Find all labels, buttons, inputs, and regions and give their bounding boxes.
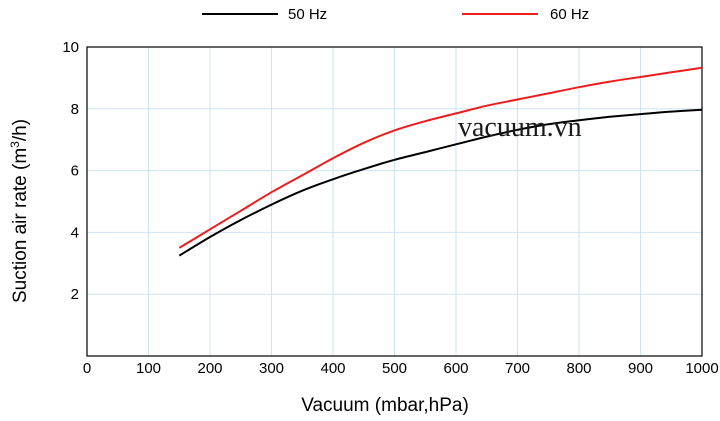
series-layer [178,66,703,257]
x-tick-label: 0 [83,360,91,377]
x-tick-label: 400 [320,360,345,377]
x-tick-label: 1000 [685,360,718,377]
grid [87,47,702,356]
series-line-1 [178,66,703,249]
x-tick-label: 900 [628,360,653,377]
x-tick-label: 500 [382,360,407,377]
y-tick-label: 2 [71,286,79,303]
y-tick-label: 4 [71,224,79,241]
legend-label-50hz: 50 Hz [288,6,327,23]
x-tick-label: 700 [505,360,530,377]
watermark-text: vacuum.vn [458,112,582,143]
y-axis-title-sup: 3 [8,141,22,148]
y-tick-label: 6 [71,163,79,180]
y-tick-labels: 2 4 6 8 10 [62,39,79,303]
x-tick-label: 800 [566,360,591,377]
x-tick-label: 200 [197,360,222,377]
y-tick-label: 8 [71,101,79,118]
legend-label-60hz: 60 Hz [550,6,589,23]
y-axis-title: Suction air rate (m3/h) [8,119,31,303]
x-tick-label: 100 [136,360,161,377]
y-tick-label: 10 [62,39,79,56]
series-line-0 [178,108,703,257]
y-axis-title-main: Suction air rate (m [10,148,31,303]
x-tick-label: 600 [443,360,468,377]
legend: 50 Hz 60 Hz [202,6,589,23]
x-tick-label: 300 [259,360,284,377]
y-axis-title-tail: /h) [10,119,31,141]
x-tick-labels: 0 100 200 300 400 500 600 700 800 900 1000 [83,360,719,377]
x-axis-title: Vacuum (mbar,hPa) [301,395,469,416]
plot-frame [86,46,703,357]
